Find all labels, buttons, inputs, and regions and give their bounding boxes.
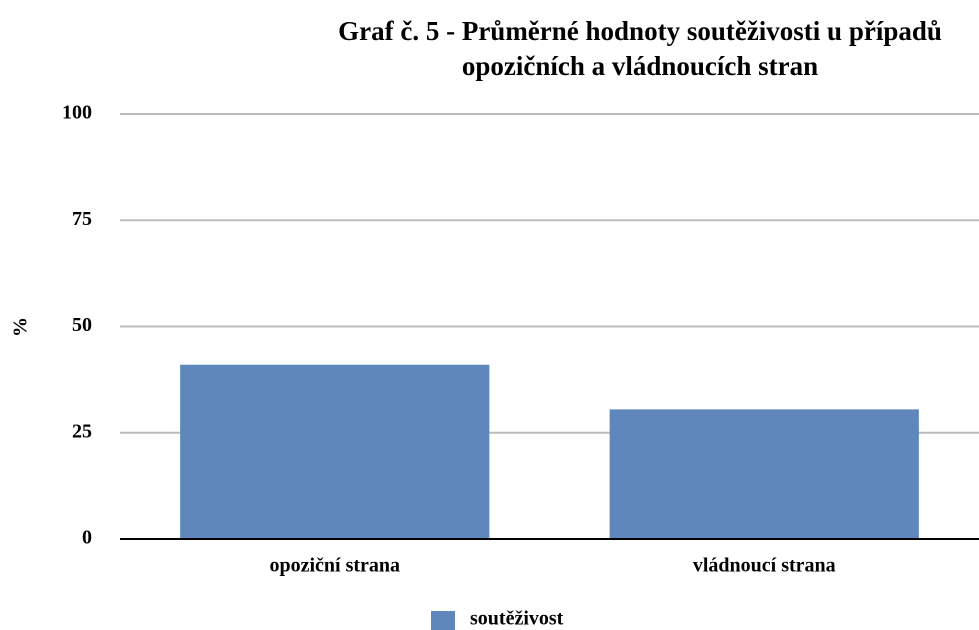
y-tick-label: 0 <box>82 527 92 549</box>
y-tick-label: 75 <box>72 208 92 230</box>
bar <box>180 364 490 539</box>
y-tick-label: 25 <box>72 420 92 442</box>
bar <box>609 409 919 539</box>
legend-label: soutěživost <box>470 608 564 630</box>
x-tick-label: opoziční strana <box>269 555 400 577</box>
y-tick-label: 50 <box>72 314 92 336</box>
chart-title: Graf č. 5 - Průměrné hodnoty soutěživost… <box>338 16 942 81</box>
y-axis-label: % <box>10 317 32 337</box>
legend-swatch <box>431 611 455 630</box>
x-tick-label: vládnoucí strana <box>693 555 836 577</box>
y-tick-label: 100 <box>62 102 92 124</box>
